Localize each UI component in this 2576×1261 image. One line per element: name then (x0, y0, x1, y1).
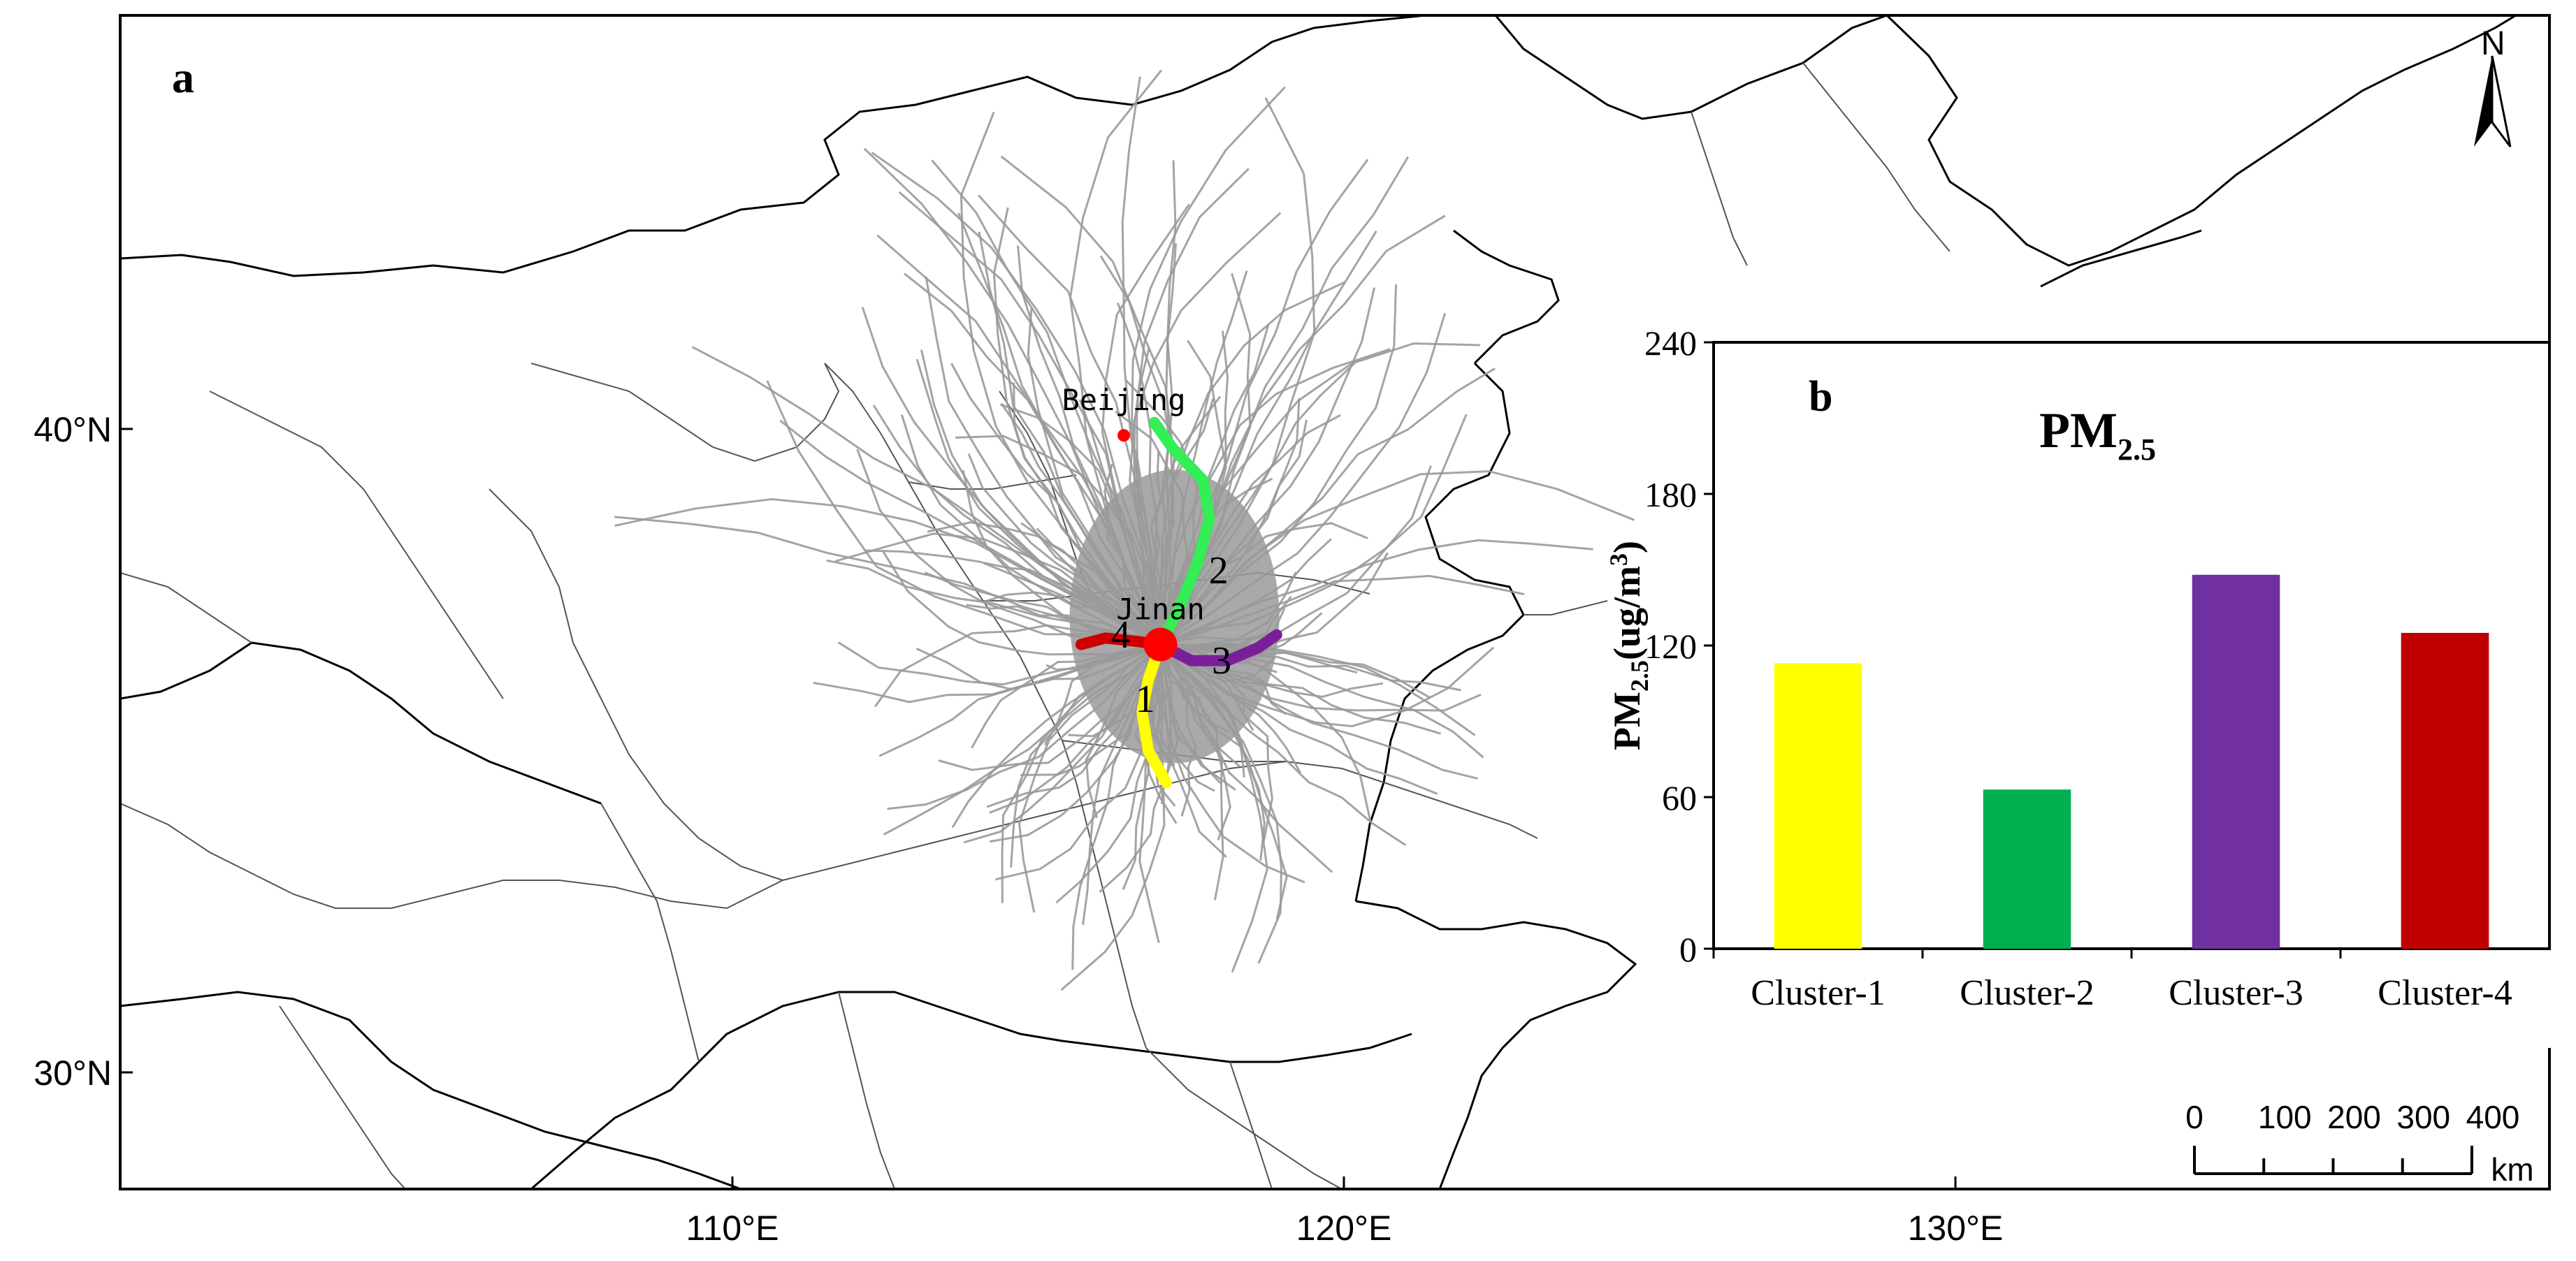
cluster-track-3 (1155, 629, 1282, 666)
chart-y-tick-label: 120 (1644, 627, 1697, 666)
chart-title-subscript: 2.5 (2118, 432, 2156, 467)
city-marker (1143, 627, 1178, 662)
y-label-sup: 3 (1605, 553, 1633, 566)
cluster-track-label: 2 (1209, 549, 1229, 592)
cluster-track-label: 4 (1111, 613, 1131, 657)
cluster-track-2 (1148, 416, 1215, 650)
lat-tick-label: 40°N (34, 410, 112, 449)
scale-label: 300 (2396, 1099, 2450, 1135)
chart-title-main: PM (2039, 402, 2118, 458)
chart-bars (1774, 574, 2489, 949)
scale-label: 0 (2185, 1099, 2204, 1135)
chart-y-tick-label: 240 (1644, 323, 1697, 363)
province-boundaries (120, 62, 1951, 1189)
scale-unit: km (2491, 1151, 2533, 1188)
lon-tick-label: 110°E (686, 1209, 779, 1248)
bar-cluster-4 (2401, 632, 2489, 949)
cluster-track-1 (1136, 639, 1173, 789)
north-arrow-icon: N (2474, 25, 2512, 147)
panel-label-a: a (172, 52, 194, 102)
latitude-ticks: 40°N 30°N (34, 410, 133, 1093)
scale-label: 100 (2258, 1099, 2312, 1135)
scale-bar: 0 100 200 300 400 km (2185, 1099, 2533, 1188)
cluster-tracks: 1 2 3 4 (1075, 416, 1282, 789)
y-label-sub: 2.5 (1626, 660, 1654, 692)
bar-cluster-3 (2192, 574, 2280, 949)
chart-y-tick-label: 60 (1662, 778, 1697, 817)
bar-cluster-2 (1983, 789, 2071, 949)
chart-title: PM2.5 (2039, 402, 2156, 467)
chart-x-tick-label: Cluster-4 (2378, 973, 2512, 1013)
bar-cluster-1 (1774, 663, 1862, 949)
scale-label: 400 (2466, 1099, 2520, 1135)
scale-label: 200 (2327, 1099, 2381, 1135)
y-label-main: PM (1606, 692, 1648, 750)
chart-y-ticks: 0 60 120 180 240 (1644, 323, 1714, 969)
map-body: 1 2 3 4 Beijing Jinan (120, 15, 2517, 1189)
y-label-close: ) (1606, 541, 1648, 553)
trajectory-bundle (614, 69, 1635, 991)
y-label-unit: (ug/m (1606, 566, 1648, 660)
city-label: Beijing (1062, 383, 1185, 417)
panel-label-b: b (1809, 373, 1832, 421)
lat-tick-label: 30°N (34, 1054, 112, 1093)
lon-tick-label: 120°E (1296, 1209, 1392, 1248)
lon-tick-label: 130°E (1908, 1209, 2004, 1248)
city-label: Jinan (1116, 592, 1204, 627)
cluster-track-label: 1 (1136, 678, 1155, 721)
chart-y-tick-label: 180 (1644, 475, 1697, 514)
chart-x-tick-label: Cluster-3 (2169, 973, 2303, 1013)
longitude-ticks: 110°E 120°E 130°E (686, 1176, 2003, 1248)
cities: Beijing Jinan (1062, 383, 1205, 662)
chart-x-tick-label: Cluster-1 (1751, 973, 1886, 1013)
chart-x-ticks: Cluster-1 Cluster-2 Cluster-3 Cluster-4 (1712, 949, 2512, 1013)
city-marker (1117, 429, 1130, 442)
north-label: N (2481, 25, 2505, 62)
cluster-track-label: 3 (1212, 639, 1231, 683)
chart-x-tick-label: Cluster-2 (1960, 973, 2094, 1013)
chart-y-tick-label: 0 (1679, 930, 1697, 969)
chart-y-axis-label: PM2.5(ug/m3) (1605, 541, 1654, 750)
